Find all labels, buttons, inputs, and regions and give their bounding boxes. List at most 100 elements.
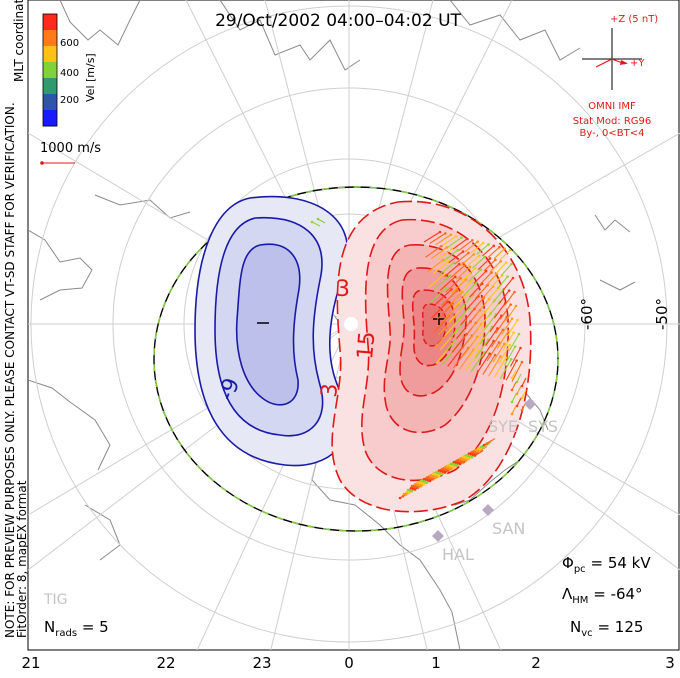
velocity-vector-origin — [468, 265, 472, 269]
velocity-vector — [482, 354, 496, 375]
velocity-vector-origin — [488, 257, 492, 260]
velocity-vector-origin — [520, 408, 524, 412]
velocity-vector-origin — [452, 261, 456, 265]
velocity-vector — [516, 385, 522, 395]
velocity-vector-origin — [510, 412, 514, 416]
velocity-vector — [461, 267, 476, 282]
velocity-vector — [432, 315, 450, 334]
velocity-vector-origin — [467, 251, 470, 255]
velocity-vector-origin — [510, 376, 514, 380]
velocity-vector — [452, 293, 468, 309]
contour-label-15: 15 — [353, 330, 380, 360]
velocity-vector — [474, 450, 484, 456]
velocity-vector-origin — [497, 341, 501, 344]
velocity-vector — [436, 248, 453, 261]
velocity-vector — [453, 347, 469, 369]
velocity-vector-origin — [456, 248, 459, 252]
velocity-color-bar: 600 400 200 Vel [m/s] — [42, 13, 97, 127]
mlt-tick-0: 0 — [344, 654, 354, 672]
velocity-vector-origin — [520, 360, 524, 364]
velocity-vector-origin — [448, 274, 452, 277]
velocity-vector-origin — [470, 455, 474, 459]
colorbar-label: Vel [m/s] — [84, 53, 97, 102]
velocity-vector — [448, 251, 464, 264]
velocity-vector-origin — [499, 355, 502, 358]
velocity-vector-origin — [510, 388, 514, 392]
velocity-vector-origin — [458, 462, 462, 466]
velocity-vector-origin — [473, 454, 477, 457]
velocity-vector-origin — [454, 234, 458, 238]
mlt-axis: 21 22 23 0 1 2 3 — [21, 654, 674, 672]
plot-title: 29/Oct/2002 04:00–04:02 UT — [215, 11, 461, 31]
velocity-vector — [495, 262, 507, 275]
velocity-vector-origin — [492, 339, 495, 343]
velocity-vector-origin — [510, 262, 513, 266]
velocity-vector-origin — [507, 289, 511, 292]
colorbar-segment — [43, 78, 57, 95]
velocity-vector — [447, 237, 462, 248]
preview-notice: NOTE: FOR PREVIEW PURPOSES ONLY. PLEASE … — [3, 102, 17, 638]
velocity-vector-origin — [487, 243, 490, 246]
velocity-vector — [479, 272, 492, 286]
velocity-vector-origin — [310, 220, 314, 224]
velocity-vector — [455, 266, 471, 280]
velocity-vector-origin — [437, 474, 441, 478]
velocity-vector — [438, 262, 455, 276]
velocity-vector-origin — [520, 384, 524, 388]
velocity-vector-origin — [452, 466, 456, 469]
velocity-vector-origin — [503, 342, 506, 346]
velocity-vector — [502, 277, 514, 291]
colorbar-segment — [43, 94, 57, 111]
velocity-vector — [466, 255, 480, 268]
velocity-vector — [435, 288, 452, 305]
velocity-vector-origin — [519, 346, 522, 350]
velocity-vector — [478, 446, 488, 452]
velocity-vector-origin — [413, 488, 417, 491]
velocity-vector — [482, 245, 495, 257]
imf-z-label: +Z (5 nT) — [610, 14, 658, 25]
velocity-vector-origin — [493, 353, 497, 357]
velocity-vector-origin — [461, 250, 465, 253]
velocity-vector-origin — [444, 232, 447, 235]
negative-potential-cell — [194, 195, 350, 467]
velocity-vector — [488, 356, 501, 377]
velocity-vector — [476, 353, 491, 374]
velocity-vector — [501, 263, 512, 276]
velocity-vector-origin — [449, 467, 453, 471]
velocity-vector — [476, 244, 489, 255]
velocity-vector-origin — [512, 331, 515, 334]
velocity-vector-origin — [474, 267, 477, 270]
velocity-vector-origin — [463, 264, 466, 267]
velocity-vector — [504, 346, 516, 366]
colorbar-segment — [43, 110, 57, 127]
velocity-vector-origin — [508, 248, 512, 252]
latitude-label-50: -50° — [653, 298, 671, 330]
velocity-vector — [483, 314, 497, 331]
velocity-vector-origin — [470, 279, 473, 283]
velocity-vector — [426, 259, 444, 273]
velocity-vector — [501, 318, 513, 335]
velocity-vector-origin — [472, 253, 476, 256]
velocity-vector — [485, 328, 498, 346]
velocity-vector — [510, 347, 521, 367]
imf-clock: +Z (5 nT) +Y OMNI IMF Stat Mod: RG96 By-… — [573, 14, 659, 139]
velocity-vector — [511, 361, 523, 382]
mlt-tick-3: 3 — [665, 654, 675, 672]
colorbar-segment — [43, 46, 57, 63]
velocity-vector — [485, 273, 498, 287]
velocity-vector-origin — [419, 484, 423, 488]
velocity-vector — [447, 291, 463, 308]
velocity-vector-origin — [515, 359, 518, 362]
velocity-vector-origin — [457, 262, 461, 266]
velocity-vector — [487, 246, 500, 258]
station-label-san: SAN — [492, 519, 525, 538]
velocity-vector — [505, 360, 518, 381]
velocity-vector-origin — [444, 286, 448, 290]
velocity-vector — [502, 332, 515, 351]
velocity-vector-origin — [516, 318, 519, 322]
radar-site-san — [482, 504, 494, 516]
velocity-vector-origin — [401, 495, 405, 498]
n-rads-stat: Nrads = 5 — [44, 618, 109, 639]
